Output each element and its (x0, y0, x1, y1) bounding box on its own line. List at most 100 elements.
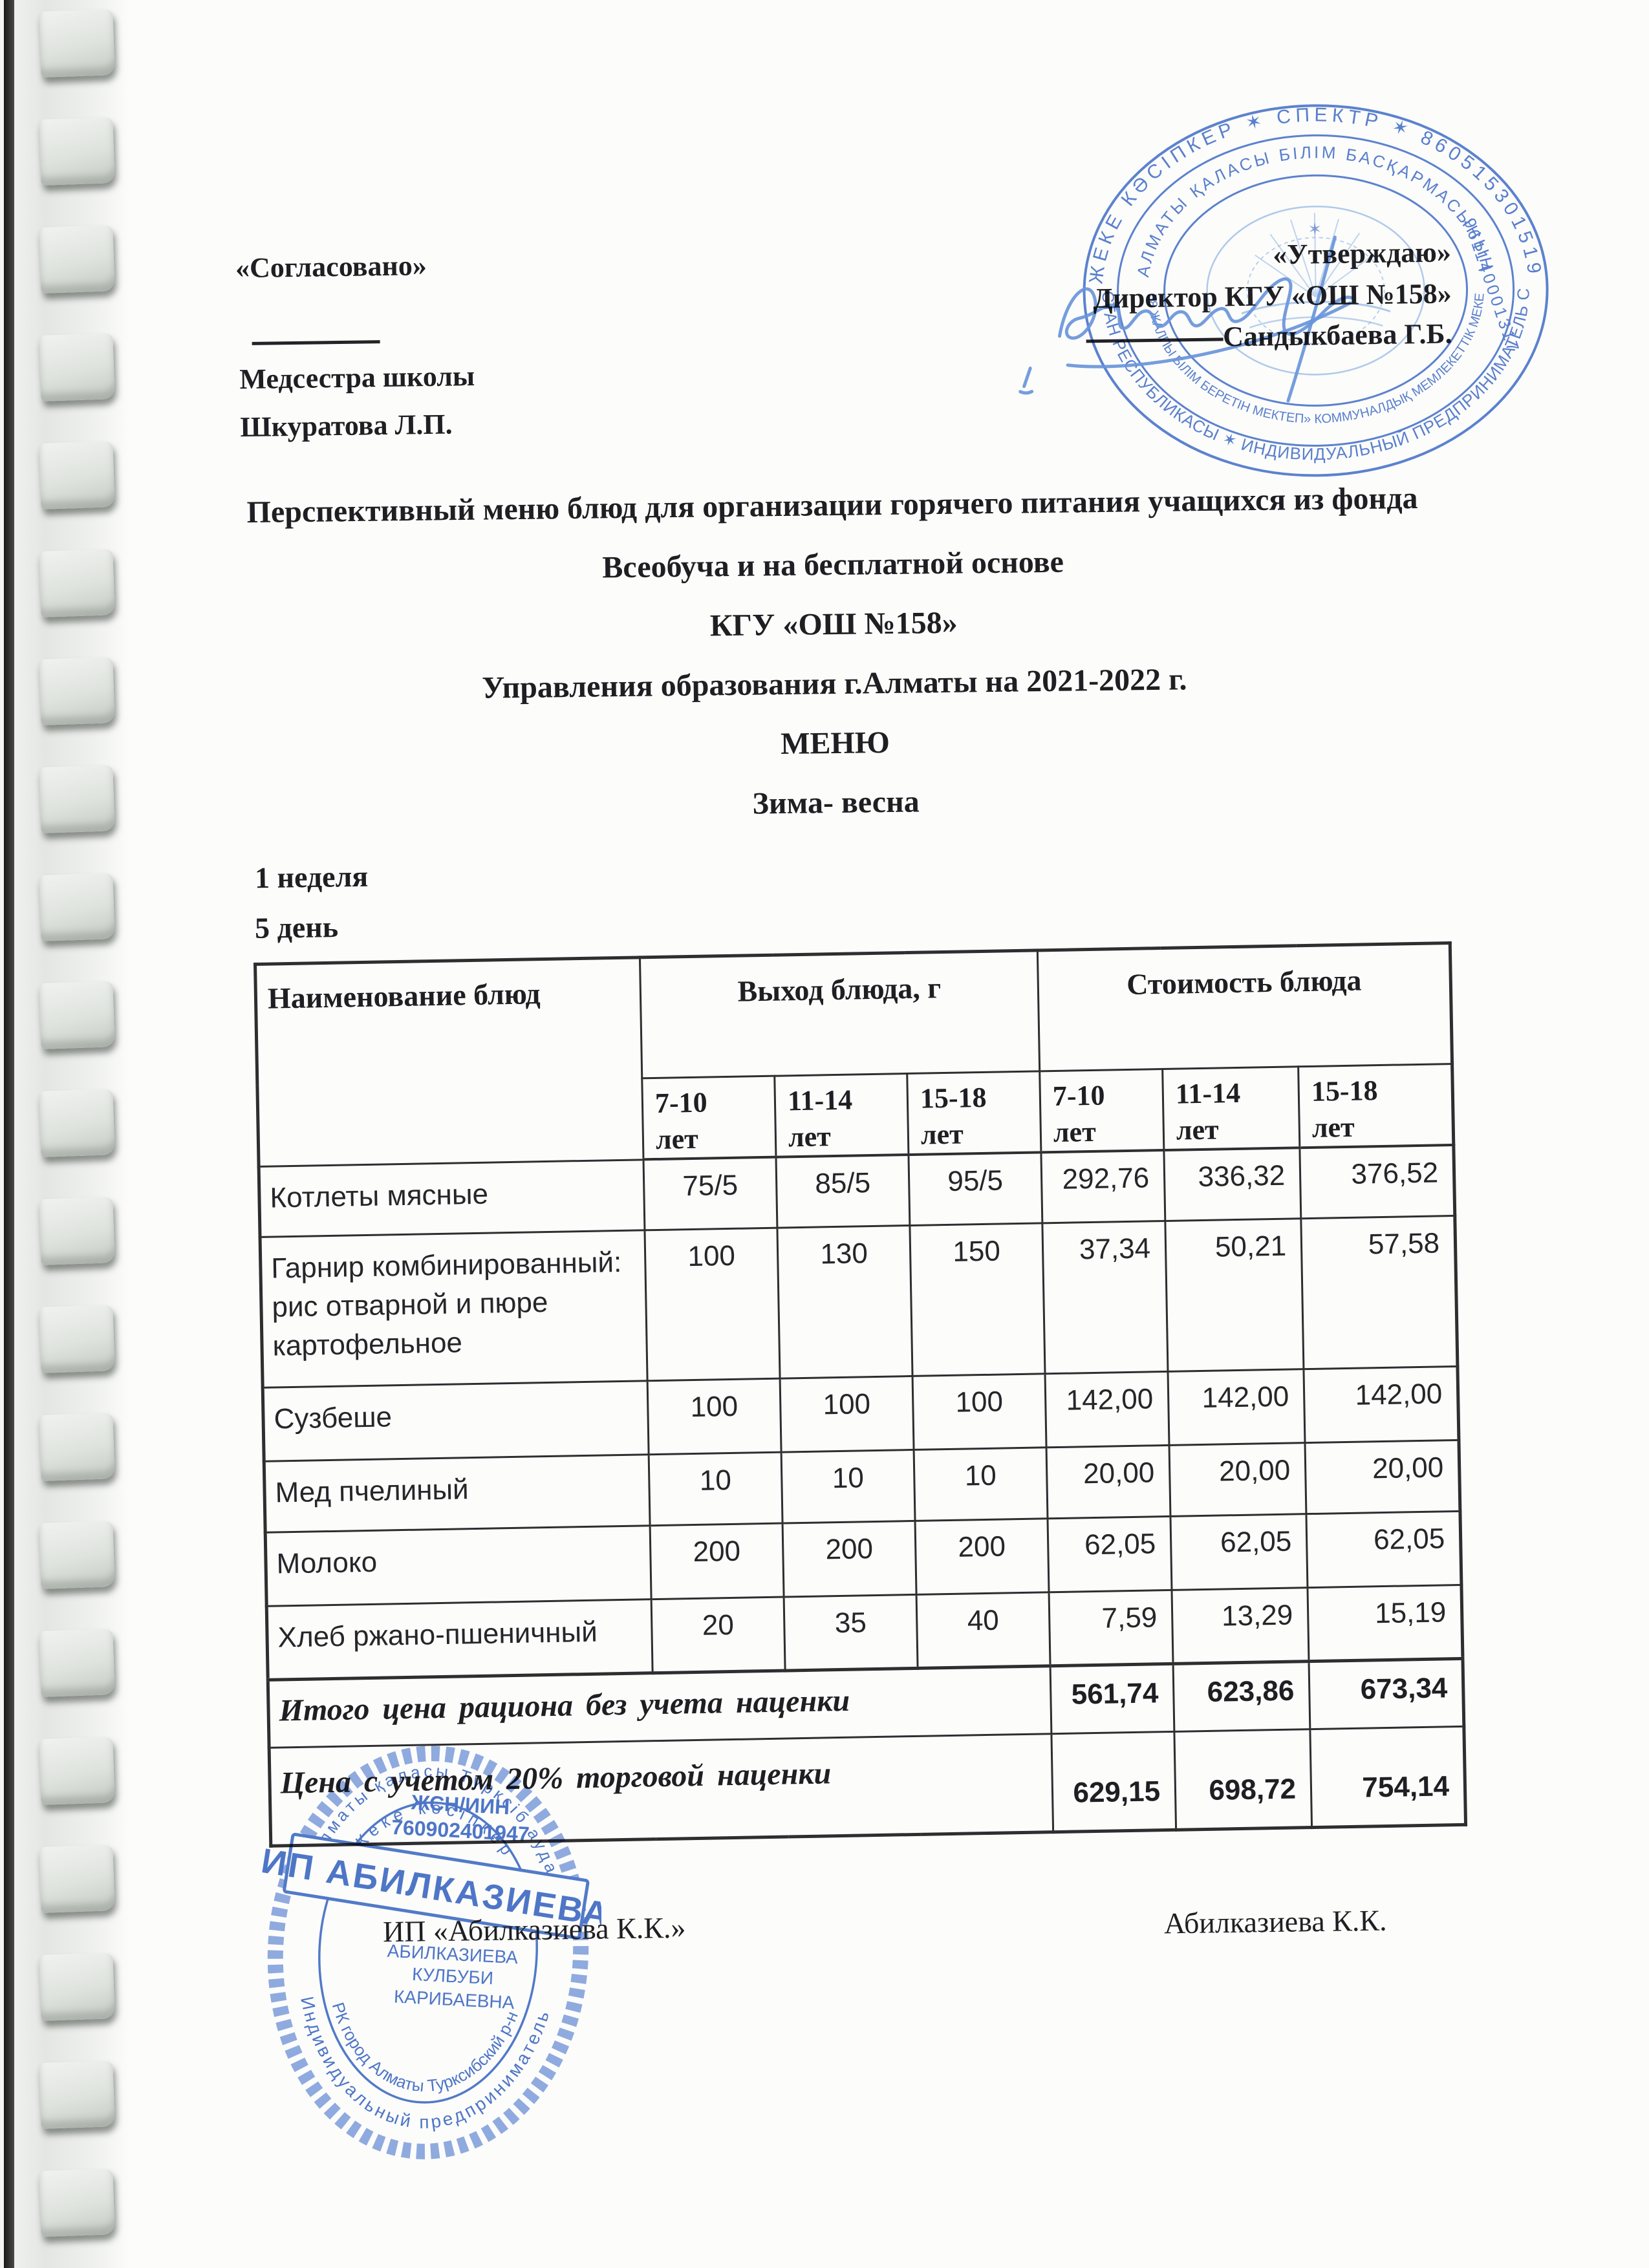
binding-tooth (39, 873, 115, 941)
price-cell: 142,00 (1045, 1371, 1170, 1448)
age-range: 11-14 (1175, 1076, 1241, 1110)
binding-tooth (39, 333, 115, 401)
price-cell: 13,29 (1171, 1587, 1309, 1664)
total-value-cell: 629,15 (1051, 1731, 1176, 1832)
binding-tooth (39, 1305, 115, 1373)
age-unit: лет (788, 1120, 832, 1153)
portion-cell: 10 (914, 1447, 1048, 1521)
portion-cell: 100 (912, 1373, 1047, 1450)
age-header-cell: 15-18 лет (907, 1071, 1041, 1155)
approval-left-block: «Согласовано» Медсестра школы Шкуратова … (235, 248, 534, 443)
age-range: 7-10 (654, 1086, 708, 1119)
age-unit: лет (920, 1118, 964, 1151)
portion-cell: 200 (650, 1523, 784, 1599)
age-unit: лет (655, 1122, 699, 1155)
portion-cell: 20 (651, 1596, 786, 1673)
day-label: 5 день (254, 910, 339, 945)
age-unit: лет (1053, 1115, 1097, 1149)
portion-cell: 10 (781, 1449, 916, 1523)
approval-left-role: Медсестра школы (239, 360, 475, 396)
portion-cell: 10 (649, 1451, 783, 1526)
portion-cell: 200 (915, 1518, 1050, 1594)
age-header-cell: 11-14 лет (774, 1073, 909, 1157)
total-value-cell: 754,14 (1310, 1726, 1466, 1828)
document-title: Перспективный меню блюд для организации … (102, 477, 1568, 852)
binding-tooth (39, 2060, 115, 2129)
age-range: 15-18 (1311, 1075, 1378, 1107)
approval-left-title: «Согласовано» (235, 250, 427, 284)
binding-tooth (39, 117, 115, 186)
oval-stamp-owner-line: КАРИБАЕВНА (393, 1986, 515, 2013)
binding-tooth (39, 1845, 115, 1913)
signature-line-left (252, 340, 380, 345)
age-range: 15-18 (920, 1081, 987, 1115)
age-range: 7-10 (1052, 1079, 1105, 1113)
binding-tooth (39, 2168, 115, 2237)
svg-text:✶: ✶ (1308, 219, 1322, 239)
binding-tooth (39, 1521, 115, 1589)
price-cell: 57,58 (1300, 1215, 1458, 1369)
price-cell: 376,52 (1299, 1145, 1455, 1219)
price-cell: 15,19 (1307, 1584, 1463, 1662)
portion-cell: 200 (782, 1520, 917, 1597)
binding-tooth (39, 1952, 115, 2021)
portion-cell: 130 (777, 1225, 913, 1378)
price-cell: 20,00 (1046, 1444, 1170, 1519)
approval-left-name: Шкуратова Л.П. (240, 408, 453, 444)
col-header-dish: Наименование блюд (255, 957, 644, 1166)
oval-stamp-chain-border (267, 1746, 589, 2159)
menu-table-wrap: Наименование блюд Выход блюда, г Стоимос… (253, 941, 1468, 1848)
binding-tooth (39, 1413, 115, 1481)
stamp-emblem: ✶ (1206, 206, 1425, 376)
age-header-cell: 7-10 лет (641, 1076, 776, 1160)
portion-cell: 35 (784, 1594, 918, 1671)
dish-name-cell: Гарнир комбинированный: рис отварной и п… (260, 1230, 648, 1387)
scan-edge-line (4, 0, 14, 2268)
price-cell: 37,34 (1042, 1220, 1168, 1374)
dish-name-cell: Молоко (265, 1525, 652, 1606)
col-header-output: Выход блюда, г (640, 950, 1040, 1078)
age-unit: лет (1311, 1111, 1355, 1144)
total-value-cell: 561,74 (1050, 1663, 1174, 1734)
binding-tooth (39, 981, 115, 1049)
age-header-cell: 7-10 лет (1039, 1069, 1164, 1153)
approval-right-block: «Утверждаю» Директор КГУ «ОШ №158» Санды… (993, 93, 1580, 528)
signature-ink (1018, 235, 1353, 403)
oval-stamp-id-number: 760902401947 (391, 1815, 530, 1846)
portion-cell: 85/5 (775, 1155, 910, 1228)
price-cell: 50,21 (1165, 1218, 1304, 1371)
age-unit: лет (1176, 1113, 1220, 1146)
price-cell: 142,00 (1303, 1365, 1459, 1443)
total-value-cell: 623,86 (1173, 1661, 1310, 1731)
binding-tooth (39, 225, 115, 294)
round-stamp: ✶ ЖЕКЕ КӘСІПКЕР ✶ СПЕКТР ✶ 860515301519 … (1006, 93, 1549, 477)
footer-company-name: ИП «Абилказиева К.К.» (382, 1910, 686, 1949)
week-label: 1 неделя (254, 859, 369, 895)
oval-stamp-id-label: ЖСН/ИИН (410, 1790, 510, 1819)
portion-cell: 75/5 (643, 1157, 777, 1230)
dish-name-cell: Котлеты мясные (259, 1159, 645, 1237)
total-value-cell: 698,72 (1174, 1729, 1312, 1830)
portion-cell: 40 (916, 1592, 1051, 1668)
price-cell: 7,59 (1049, 1589, 1174, 1666)
price-cell: 62,05 (1047, 1515, 1172, 1592)
age-header-cell: 15-18 лет (1298, 1064, 1454, 1148)
price-cell: 336,32 (1163, 1148, 1301, 1221)
oval-stamp: ҚР Алматы қаласы Түрксіб ауданы Жеке кәс… (259, 1746, 601, 2159)
price-cell: 62,05 (1306, 1510, 1461, 1588)
portion-cell: 95/5 (908, 1152, 1042, 1225)
price-cell: 20,00 (1304, 1439, 1460, 1514)
binding-tooth (39, 9, 115, 78)
menu-table: Наименование блюд Выход блюда, г Стоимос… (253, 941, 1468, 1848)
table-row: Гарнир комбинированный: рис отварной и п… (260, 1215, 1458, 1387)
binding-tooth (39, 1089, 115, 1157)
price-cell: 20,00 (1169, 1442, 1306, 1516)
portion-cell: 100 (644, 1227, 781, 1381)
dish-name-cell: Сузбеше (263, 1380, 649, 1461)
portion-cell: 150 (909, 1223, 1046, 1376)
binding-tooth (39, 1737, 115, 1805)
binding-tooth (39, 1197, 115, 1265)
footer-person-name: Абилказиева К.К. (1163, 1903, 1387, 1940)
dish-name-cell: Мед пчелиный (264, 1454, 651, 1532)
